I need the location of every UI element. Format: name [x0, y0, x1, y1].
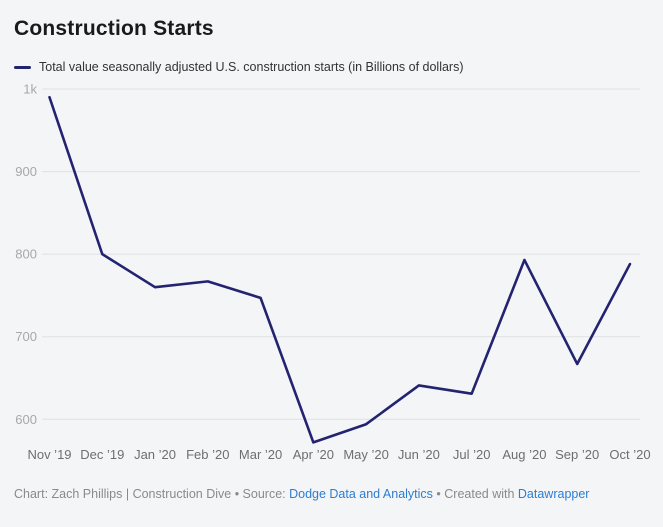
line-chart-plot-area: 1k 900 800 700 600 Nov ’19 Dec ’19 Jan ’20 Feb ’…: [15, 82, 650, 463]
y-axis-tick-label: 1k: [23, 82, 37, 97]
x-axis-tick-label: Apr ’20: [293, 447, 334, 462]
x-axis-tick-label: Jan ’20: [134, 447, 176, 462]
source-link[interactable]: Dodge Data and Analytics: [289, 487, 433, 501]
legend-line-swatch-icon: [14, 66, 31, 69]
chart-legend: Total value seasonally adjusted U.S. con…: [14, 60, 464, 75]
x-axis-tick-label: May ’20: [343, 447, 389, 462]
x-axis-tick-label: Jun ’20: [398, 447, 440, 462]
y-axis-tick-label: 600: [15, 412, 37, 427]
y-axis-tick-label: 800: [15, 247, 37, 262]
data-line: [48, 95, 632, 444]
datawrapper-credit-link[interactable]: Datawrapper: [517, 487, 590, 501]
chart-footer: Chart: Zach Phillips | Construction Dive…: [14, 487, 589, 502]
x-axis-tick-label: Sep ’20: [555, 447, 599, 462]
y-axis-tick-label: 700: [15, 329, 37, 344]
x-axis-tick-label: Nov ’19: [27, 447, 71, 462]
x-axis-tick-label: Mar ’20: [239, 447, 282, 462]
x-axis-tick-label: Oct ’20: [609, 447, 650, 462]
footer-separator-text: • Created with: [432, 487, 518, 501]
page-title: Construction Starts: [14, 17, 214, 40]
legend-label: Total value seasonally adjusted U.S. con…: [39, 60, 464, 74]
x-axis-tick-label: Dec ’19: [80, 447, 124, 462]
x-axis-tick-label: Aug ’20: [502, 447, 546, 462]
y-axis-tick-label: 900: [15, 164, 37, 179]
footer-credit-text: Chart: Zach Phillips | Construction Dive…: [14, 487, 290, 501]
x-axis-tick-label: Jul ’20: [453, 447, 491, 462]
x-axis-tick-label: Feb ’20: [186, 447, 229, 462]
